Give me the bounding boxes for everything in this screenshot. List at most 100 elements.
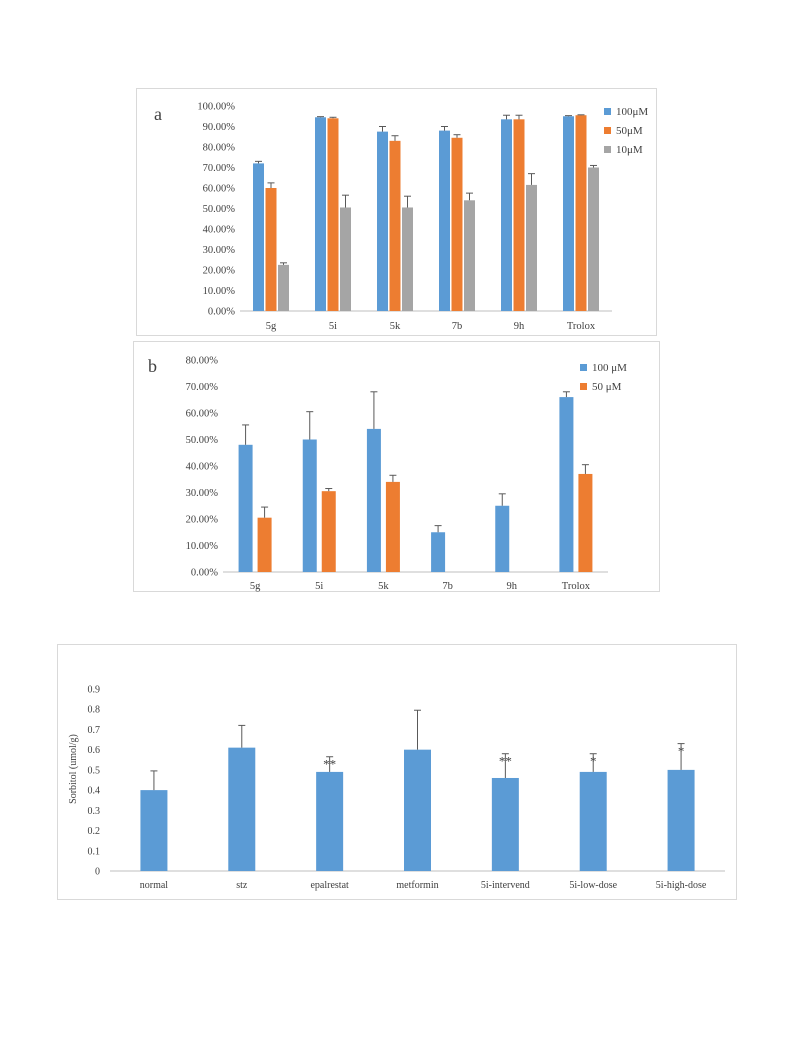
chart-b-bar — [302, 439, 317, 572]
chart-b-bar — [495, 505, 510, 572]
chart-sorbitol-category-label: 5i-high-dose — [656, 880, 707, 891]
chart-b-y-tick-label: 20.00% — [186, 515, 219, 526]
chart-a-legend-label: 50μM — [616, 125, 643, 137]
chart-a-y-tick-label: 70.00% — [203, 163, 236, 174]
chart-sorbitol-category-label: 5i-intervend — [481, 880, 530, 891]
chart-sorbitol-y-tick-label: 0.2 — [88, 826, 101, 837]
chart-sorbitol-category-label: epalrestat — [310, 880, 349, 891]
chart-a-bar — [513, 119, 525, 311]
chart-b-y-tick-label: 50.00% — [186, 435, 219, 446]
chart-sorbitol-y-tick-label: 0.3 — [88, 806, 101, 817]
chart-b-y-tick-label: 40.00% — [186, 462, 219, 473]
chart-a-bar — [389, 140, 401, 311]
chart-sorbitol-category-label: metformin — [396, 880, 438, 891]
chart-panel-a: a 0.00% 10.00% 20.00% 30.00% 40.00% 50.00% 60.… — [136, 88, 657, 336]
chart-sorbitol-y-tick-label: 0.4 — [88, 786, 101, 797]
chart-a-bar — [501, 119, 512, 311]
chart-a-bar — [327, 118, 339, 311]
chart-sorbitol-y-tick-label: 0.9 — [88, 685, 101, 696]
chart-sorbitol-category-label: normal — [140, 880, 169, 891]
chart-sorbitol-y-tick-label: 0.5 — [88, 765, 101, 776]
chart-a-bar — [464, 200, 475, 311]
chart-sorbitol-bar — [316, 771, 344, 871]
chart-a-y-tick-label: 90.00% — [203, 122, 236, 133]
chart-a-category-label: 9h — [514, 321, 525, 332]
chart-a-bar — [402, 207, 413, 311]
chart-sorbitol-significance-mark: ** — [323, 757, 336, 772]
chart-sorbitol-bar — [579, 771, 607, 871]
chart-a-category-label: Trolox — [567, 321, 596, 332]
chart-b-y-tick-label: 30.00% — [186, 488, 219, 499]
chart-panel-sorbitol: Sorbitol (umol/g) 0 0.1 0.2 0.3 0.4 0.5 0.6 0.7… — [57, 644, 737, 900]
chart-b-svg: b 0.00% 10.00% 20.00% 30.00% 40.00% 50.00% 60.… — [148, 356, 627, 593]
chart-b-bar — [431, 532, 446, 572]
chart-b-legend-label: 100 μM — [592, 362, 627, 374]
chart-a-svg: a 0.00% 10.00% 20.00% 30.00% 40.00% 50.00% 60.… — [154, 102, 648, 333]
chart-a-bar — [315, 117, 326, 312]
chart-sorbitol-y-tick-label: 0 — [95, 867, 100, 878]
chart-b-legend-label: 50 μM — [592, 381, 622, 393]
panel-label-b: b — [148, 356, 157, 376]
chart-b-legend-swatch — [580, 383, 587, 390]
chart-a-bar — [265, 188, 277, 311]
chart-a-bar — [575, 115, 587, 311]
chart-a-y-tick-label: 60.00% — [203, 184, 236, 195]
chart-sorbitol-category-label: stz — [236, 880, 248, 891]
chart-a-bar — [526, 184, 537, 311]
chart-a-y-tick-label: 10.00% — [203, 286, 236, 297]
chart-sorbitol-y-tick-label: 0.1 — [88, 846, 101, 857]
chart-a-legend-label: 10μM — [616, 144, 643, 156]
chart-a-category-label: 5g — [266, 321, 277, 332]
chart-a-category-label: 5k — [390, 321, 401, 332]
chart-a-bar — [278, 264, 289, 311]
chart-b-bar — [238, 444, 253, 572]
chart-b-bar — [366, 428, 381, 572]
chart-a-bar — [253, 163, 264, 311]
chart-panel-b: b 0.00% 10.00% 20.00% 30.00% 40.00% 50.00% 60.… — [133, 341, 660, 592]
chart-a-category-label: 7b — [452, 321, 463, 332]
chart-b-y-tick-label: 0.00% — [191, 568, 218, 579]
chart-sorbitol-bar — [491, 777, 519, 871]
chart-a-y-tick-label: 40.00% — [203, 225, 236, 236]
chart-b-category-label: 5i — [315, 581, 323, 592]
chart-a-bar — [451, 137, 463, 311]
chart-sorbitol-bar — [228, 747, 256, 871]
chart-a-bar — [588, 167, 599, 311]
chart-sorbitol-significance-mark: * — [678, 744, 685, 759]
chart-sorbitol-bar — [667, 769, 695, 871]
chart-b-bar — [578, 473, 593, 572]
chart-b-y-tick-label: 60.00% — [186, 409, 219, 420]
chart-a-y-tick-label: 50.00% — [203, 204, 236, 215]
chart-a-legend-swatch — [604, 146, 611, 153]
chart-sorbitol-significance-mark: * — [590, 754, 597, 769]
chart-sorbitol-y-tick-label: 0.6 — [88, 745, 101, 756]
chart-b-bar — [257, 517, 272, 572]
chart-b-category-label: 7b — [442, 581, 453, 592]
chart-b-y-tick-label: 70.00% — [186, 382, 219, 393]
chart-sorbitol-bar — [404, 749, 431, 871]
chart-a-y-tick-label: 100.00% — [197, 102, 235, 113]
chart-b-y-tick-label: 80.00% — [186, 356, 219, 367]
chart-a-bar — [563, 116, 574, 311]
chart-a-y-tick-label: 0.00% — [208, 307, 235, 318]
chart-b-category-label: 9h — [507, 581, 518, 592]
chart-a-legend-swatch — [604, 127, 611, 134]
chart-b-category-label: Trolox — [562, 581, 591, 592]
chart-sorbitol-y-tick-label: 0.7 — [88, 725, 101, 736]
chart-b-bar — [559, 397, 574, 572]
chart-sorbitol-svg: Sorbitol (umol/g) 0 0.1 0.2 0.3 0.4 0.5 0.6 0.7… — [68, 685, 725, 891]
chart-b-legend-swatch — [580, 364, 587, 371]
chart-a-bar — [439, 130, 450, 311]
chart-sorbitol-category-label: 5i-low-dose — [569, 880, 617, 891]
chart-b-bar — [321, 491, 336, 572]
chart-a-y-tick-label: 20.00% — [203, 266, 236, 277]
panel-label-a: a — [154, 104, 162, 124]
chart-a-legend-label: 100μM — [616, 106, 648, 118]
chart-a-y-tick-label: 80.00% — [203, 143, 236, 154]
chart-b-bar — [385, 481, 400, 572]
chart-b-y-tick-label: 10.00% — [186, 541, 219, 552]
chart-b-category-label: 5g — [250, 581, 261, 592]
chart-a-legend-swatch — [604, 108, 611, 115]
chart-a-category-label: 5i — [329, 321, 337, 332]
chart-a-bar — [377, 131, 388, 311]
